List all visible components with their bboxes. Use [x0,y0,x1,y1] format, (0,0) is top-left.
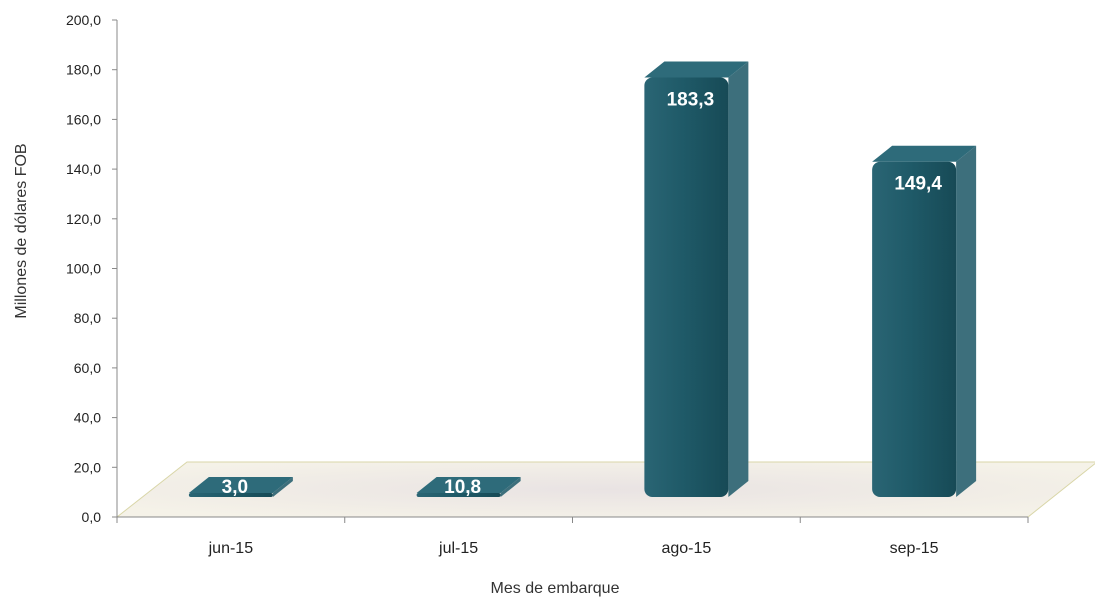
x-tick-label: sep-15 [890,540,939,557]
bar-side-face [728,61,749,497]
bar-front-face [416,493,501,497]
y-tick-label: 20,0 [74,459,101,475]
bar-sep-15 [872,145,977,497]
y-tick-label: 40,0 [74,410,101,426]
bar-side-face [272,477,293,497]
x-tick-label: jun-15 [208,540,254,557]
y-tick-label: 0,0 [82,509,102,525]
y-tick-label: 160,0 [66,111,101,127]
bar-front-face [188,493,273,497]
bar-top-face [872,145,977,162]
data-label-ago-15: 183,3 [667,89,715,110]
bar-jul-15 [416,477,521,497]
bar-jun-15 [188,477,293,497]
bar-top-face [416,477,521,493]
y-axis-ticks: 0,0 20,0 40,0 60,0 80,0 100,0 120,0 140,0 160,0 1… [66,12,117,525]
y-tick-label: 120,0 [66,211,101,227]
bar-ago-15 [644,61,749,497]
y-tick-label: 180,0 [66,62,101,78]
bar-front-face [644,77,729,497]
y-tick-label: 80,0 [74,310,101,326]
bar-top-face [644,61,749,78]
x-tick-label: jul-15 [438,540,478,557]
data-label-jun-15: 3,0 [222,477,248,498]
y-tick-label: 60,0 [74,360,101,376]
y-tick-label: 100,0 [66,261,101,277]
x-tick-label: ago-15 [661,540,711,557]
x-axis-ticks: jun-15 jul-15 ago-15 sep-15 [116,517,1029,557]
y-tick-label: 140,0 [66,161,101,177]
y-tick-label: 200,0 [66,12,101,28]
bar-front-face [872,161,957,497]
x-axis-title: Mes de embarque [491,580,620,597]
data-labels-group: 3,0 10,8 183,3 149,4 [222,89,943,498]
y-axis-title: Millones de dólares FOB [13,143,30,318]
bar-side-face [956,145,977,497]
data-label-sep-15: 149,4 [894,174,942,195]
bar-top-face [188,477,293,493]
bar-side-face [500,477,521,497]
bars-group [188,61,977,497]
data-label-jul-15: 10,8 [444,477,481,498]
